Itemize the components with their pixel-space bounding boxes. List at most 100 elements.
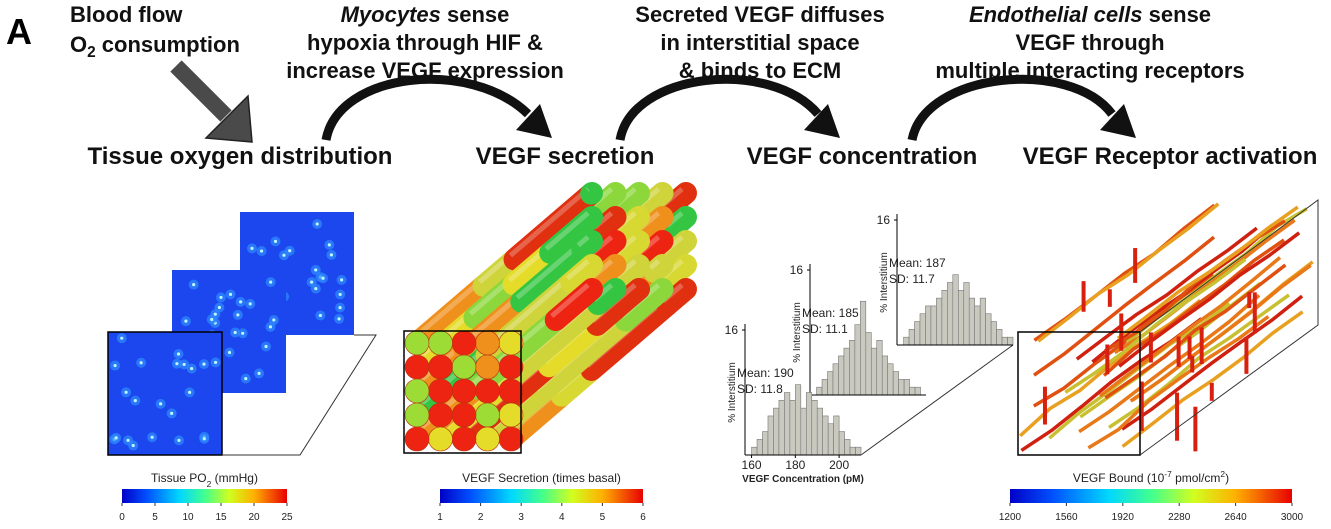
capillary [260, 249, 263, 252]
text-segment: VEGF Secretion (times basal) [462, 471, 621, 485]
capillary [244, 377, 247, 380]
histogram-bar [904, 379, 909, 395]
histogram-bar [806, 393, 811, 456]
capillary [134, 399, 137, 402]
colorbar-tick-label: 3 [518, 512, 524, 523]
step-text: VEGF through [1015, 30, 1164, 55]
colorbar-title: Tissue PO2 (mmHg) [151, 471, 258, 489]
histogram-bar [849, 340, 854, 395]
x-axis-label: VEGF Concentration (pM) [742, 474, 864, 485]
histogram-bar [833, 364, 838, 395]
histogram-bar [877, 340, 882, 395]
step-text: multiple interacting receptors [935, 58, 1244, 83]
histogram-bar [828, 372, 833, 395]
arrow [176, 66, 226, 116]
histogram-bar [947, 283, 952, 346]
mean-label: Mean: 190 [737, 366, 794, 380]
capillary [340, 278, 343, 281]
histogram-bar [779, 400, 784, 455]
colorbar-tick-label: 1 [437, 512, 443, 523]
capillary [113, 364, 116, 367]
step-text: in interstitial space [660, 30, 859, 55]
cylinder-face [452, 331, 476, 355]
capillary [316, 222, 319, 225]
panel-label: A [6, 11, 32, 52]
text-segment: Secreted VEGF diffuses [635, 2, 884, 27]
capillary [314, 287, 317, 290]
histogram-bar [844, 348, 849, 395]
colorbar-tick-label: 2280 [1168, 512, 1191, 523]
colorbar-tick-label: 6 [640, 512, 646, 523]
capillary [310, 280, 313, 283]
text-segment: Blood flow [70, 2, 183, 27]
capillary [183, 363, 186, 366]
histogram-bar [817, 408, 822, 455]
capillary [249, 302, 252, 305]
colorbar-tick-label: 4 [559, 512, 565, 523]
capillary [170, 412, 173, 415]
colorbar-tick-label: 25 [281, 512, 293, 523]
text-segment: Tissue PO [151, 471, 207, 485]
cylinder-face [499, 355, 523, 379]
step-text: Blood flow [70, 2, 183, 27]
capillary [126, 439, 129, 442]
cylinder [591, 193, 592, 194]
cylinder-face [452, 403, 476, 427]
colorbar-tick-label: 1920 [1112, 512, 1135, 523]
cylinder-face [499, 403, 523, 427]
histogram-bar [980, 298, 985, 345]
text-segment: Endothelial cells [969, 2, 1143, 27]
text-segment: & binds to ECM [679, 58, 842, 83]
histogram-bar [790, 400, 795, 455]
histogram-bar [1008, 337, 1013, 345]
arrow [620, 79, 818, 140]
histogram-bar [964, 283, 969, 346]
capillary [190, 367, 193, 370]
cylinder-face [429, 403, 453, 427]
text-segment: pmol/cm [1172, 471, 1221, 485]
y-tick-label: 16 [790, 263, 804, 277]
capillary [120, 337, 123, 340]
colorbar [1010, 489, 1292, 503]
capillary [151, 436, 154, 439]
x-tick-label: 160 [742, 458, 762, 472]
cylinder-face [405, 331, 429, 355]
stage-label: VEGF concentration [747, 143, 978, 170]
cylinder-face [499, 379, 523, 403]
histogram-bar [931, 306, 936, 345]
figure: A Blood flowO2 consumptionMyocytes sense… [0, 0, 1331, 529]
capillary [269, 325, 272, 328]
capillary [218, 306, 221, 309]
sd-label: SD: 11.1 [802, 322, 848, 336]
text-segment: increase VEGF expression [286, 58, 564, 83]
capillary [202, 363, 205, 366]
sd-label: SD: 11.8 [737, 382, 783, 396]
capillary [177, 352, 180, 355]
cylinder-face [476, 355, 500, 379]
capillary [239, 300, 242, 303]
histogram-bar [958, 290, 963, 345]
text-segment: 2 [87, 44, 96, 61]
histogram-bar [812, 400, 817, 455]
capillary [229, 293, 232, 296]
histogram-bar [969, 298, 974, 345]
histogram-bar [975, 306, 980, 345]
capillary [192, 283, 195, 286]
cylinder-face [452, 427, 476, 451]
colorbar-tick-label: 20 [248, 512, 260, 523]
vessel [1065, 259, 1245, 392]
histogram-bar [828, 424, 833, 455]
cylinder-face [429, 355, 453, 379]
histogram-bar [795, 385, 800, 455]
histogram-bar [942, 290, 947, 345]
histogram-bar [860, 301, 865, 395]
colorbar-tick-label: 2640 [1224, 512, 1247, 523]
capillary [282, 254, 285, 257]
histogram-bar [953, 275, 958, 345]
mean-label: Mean: 185 [802, 306, 859, 320]
histogram-bar [757, 439, 762, 455]
capillary [321, 277, 324, 280]
histogram-bar [893, 372, 898, 395]
histogram-bar [817, 387, 822, 395]
sd-label: SD: 11.7 [889, 272, 935, 286]
